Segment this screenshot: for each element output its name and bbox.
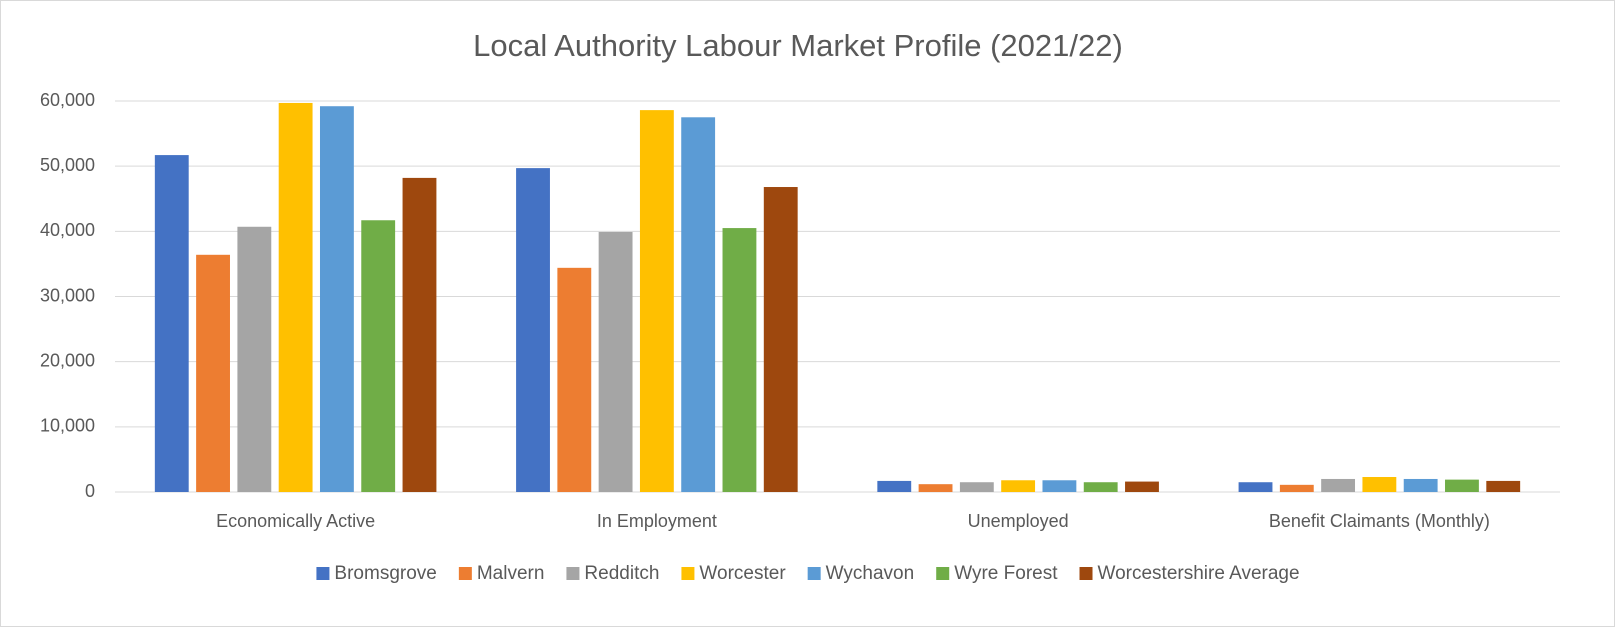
bar [959, 482, 994, 492]
legend-label: Wyre Forest [954, 563, 1058, 584]
bar [1321, 478, 1356, 492]
x-tick-label: Unemployed [968, 511, 1069, 531]
legend-swatch [316, 567, 330, 580]
legend-swatch [1079, 567, 1093, 580]
legend-label: Redditch [584, 563, 659, 584]
bar [1279, 484, 1314, 492]
legend-swatch [807, 567, 821, 580]
y-tick-label: 50,000 [40, 155, 95, 175]
y-tick-label: 30,000 [40, 285, 95, 305]
legend-label: Worcestershire Average [1098, 563, 1300, 584]
bar [557, 267, 592, 492]
x-tick-label: Economically Active [216, 511, 375, 531]
bar [877, 480, 912, 492]
bar [681, 117, 716, 493]
y-tick-label: 10,000 [40, 416, 95, 436]
bar [1403, 478, 1438, 492]
legend-label: Worcester [699, 563, 786, 584]
x-tick-label: In Employment [597, 511, 717, 531]
chart-title: Local Authority Labour Market Profile (2… [473, 28, 1123, 63]
bar [196, 254, 230, 492]
bar [1125, 481, 1159, 492]
bar [918, 484, 953, 492]
x-tick-label: Benefit Claimants (Monthly) [1269, 511, 1490, 531]
bar [1238, 482, 1273, 492]
legend-swatch [566, 567, 580, 580]
bar [763, 187, 798, 492]
legend-swatch [681, 567, 695, 580]
legend-label: Malvern [477, 563, 545, 584]
y-tick-label: 20,000 [40, 350, 95, 370]
bar [1486, 480, 1521, 492]
legend-swatch [936, 567, 950, 580]
legend-label: Wychavon [826, 563, 915, 584]
bar [278, 102, 313, 492]
bar [722, 228, 757, 492]
bar [361, 220, 396, 492]
y-tick-label: 40,000 [40, 220, 95, 240]
bar [319, 106, 354, 493]
bar [598, 231, 633, 493]
bar [639, 110, 674, 492]
bar [237, 226, 272, 492]
bar [516, 168, 550, 492]
legend-swatch [458, 567, 472, 580]
legend-label: Bromsgrove [334, 563, 436, 584]
bar [1445, 479, 1479, 492]
bar [1042, 480, 1077, 492]
bar [154, 155, 189, 493]
y-tick-label: 0 [85, 481, 95, 501]
bar [402, 177, 437, 492]
bar [1001, 480, 1036, 492]
bar [1362, 477, 1397, 492]
bar [1083, 482, 1118, 492]
y-tick-label: 60,000 [40, 90, 95, 110]
